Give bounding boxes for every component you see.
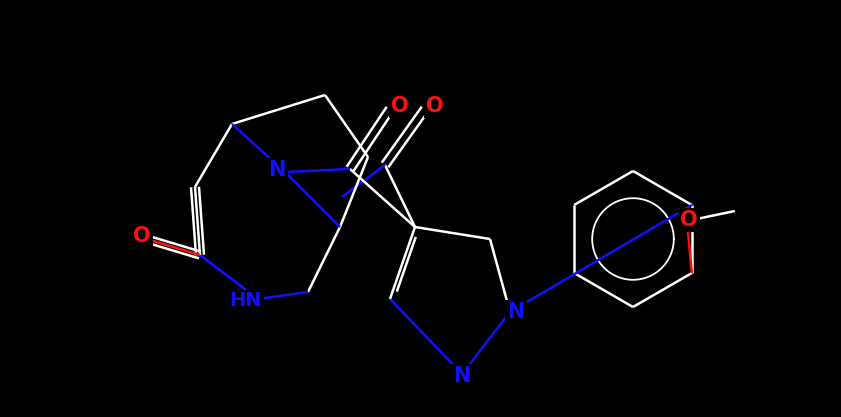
Text: O: O (133, 226, 151, 246)
Text: HN: HN (230, 291, 262, 311)
Text: O: O (680, 210, 698, 230)
Text: O: O (426, 96, 444, 116)
Text: N: N (453, 366, 471, 386)
Text: N: N (507, 302, 525, 322)
Text: N: N (268, 160, 286, 180)
Text: O: O (391, 96, 409, 116)
